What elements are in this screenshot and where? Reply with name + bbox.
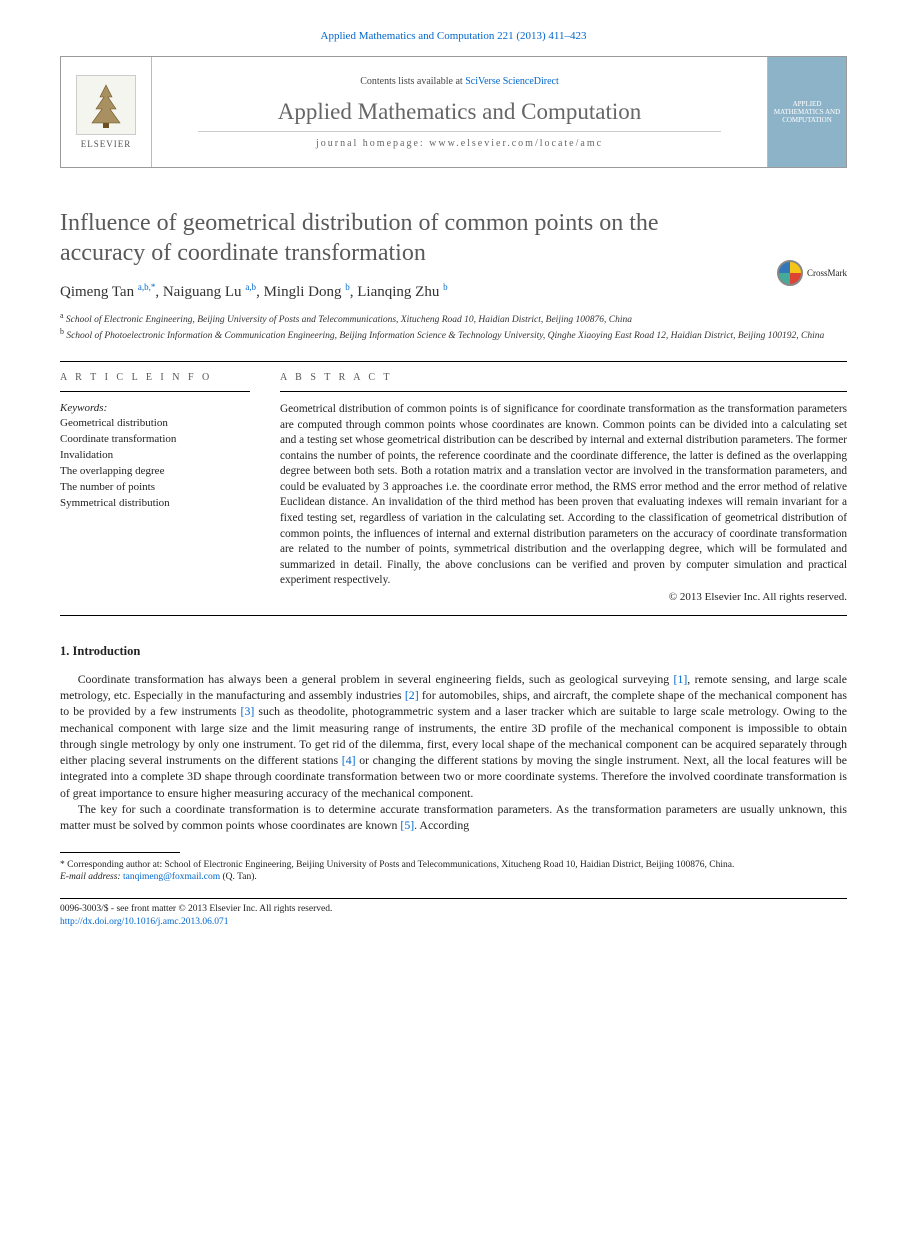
front-matter-block: 0096-3003/$ - see front matter © 2013 El…	[60, 898, 847, 929]
journal-homepage-line: journal homepage: www.elsevier.com/locat…	[198, 131, 721, 149]
crossmark-badge[interactable]: CrossMark	[777, 260, 847, 286]
journal-header: ELSEVIER Contents lists available at Sci…	[60, 56, 847, 168]
keyword-item: Coordinate transformation	[60, 432, 250, 448]
abstract-column: A B S T R A C T Geometrical distribution…	[280, 362, 847, 603]
keywords-heading: Keywords:	[60, 402, 250, 414]
abstract-label: A B S T R A C T	[280, 362, 847, 392]
ref-link-5[interactable]: [5]	[400, 818, 414, 832]
journal-title: Applied Mathematics and Computation	[278, 99, 641, 125]
keyword-item: The number of points	[60, 480, 250, 496]
ref-link-3[interactable]: [3]	[241, 704, 255, 718]
sciencedirect-link[interactable]: SciVerse ScienceDirect	[465, 76, 559, 87]
ref-link-4[interactable]: [4]	[342, 753, 356, 767]
elsevier-tree-icon	[76, 75, 136, 135]
abstract-text: Geometrical distribution of common point…	[280, 402, 847, 589]
keyword-item: Geometrical distribution	[60, 416, 250, 432]
affiliations: a School of Electronic Engineering, Beij…	[60, 311, 847, 343]
ref-link-2[interactable]: [2]	[405, 688, 419, 702]
front-matter-line: 0096-3003/$ - see front matter © 2013 El…	[60, 903, 847, 916]
copyright-line: © 2013 Elsevier Inc. All rights reserved…	[280, 591, 847, 603]
article-info-label: A R T I C L E I N F O	[60, 362, 250, 392]
elsevier-wordmark: ELSEVIER	[81, 139, 132, 149]
doi-link[interactable]: http://dx.doi.org/10.1016/j.amc.2013.06.…	[60, 917, 228, 927]
article-title: Influence of geometrical distribution of…	[60, 208, 700, 268]
email-label: E-mail address:	[60, 872, 123, 882]
elsevier-logo: ELSEVIER	[61, 57, 151, 167]
corresponding-author-footnote: * Corresponding author at: School of Ele…	[60, 859, 847, 885]
contents-available-line: Contents lists available at SciVerse Sci…	[360, 76, 559, 87]
email-suffix: (Q. Tan).	[220, 872, 257, 882]
homepage-url[interactable]: www.elsevier.com/locate/amc	[429, 138, 603, 149]
contents-prefix: Contents lists available at	[360, 76, 465, 87]
intro-paragraph-2: The key for such a coordinate transforma…	[60, 801, 847, 834]
running-citation: Applied Mathematics and Computation 221 …	[60, 30, 847, 42]
intro-paragraph-1: Coordinate transformation has always bee…	[60, 671, 847, 801]
homepage-prefix: journal homepage:	[316, 138, 429, 149]
article-info-column: A R T I C L E I N F O Keywords: Geometri…	[60, 362, 250, 603]
email-link[interactable]: tanqimeng@foxmail.com	[123, 872, 220, 882]
crossmark-label: CrossMark	[807, 268, 847, 278]
journal-cover-thumbnail: APPLIED MATHEMATICS AND COMPUTATION	[768, 57, 846, 167]
corr-label: * Corresponding author at:	[60, 860, 164, 870]
keyword-item: Invalidation	[60, 448, 250, 464]
keyword-item: Symmetrical distribution	[60, 496, 250, 512]
crossmark-icon	[777, 260, 803, 286]
corr-text: School of Electronic Engineering, Beijin…	[164, 860, 734, 870]
affiliation-b: b School of Photoelectronic Information …	[60, 327, 847, 343]
affiliation-a: a School of Electronic Engineering, Beij…	[60, 311, 847, 327]
keyword-item: The overlapping degree	[60, 464, 250, 480]
section-heading-introduction: 1. Introduction	[60, 644, 847, 659]
ref-link-1[interactable]: [1]	[674, 672, 688, 686]
header-center: Contents lists available at SciVerse Sci…	[151, 57, 768, 167]
author-list: Qimeng Tan a,b,*, Naiguang Lu a,b, Mingl…	[60, 282, 847, 301]
keywords-list: Geometrical distributionCoordinate trans…	[60, 416, 250, 512]
